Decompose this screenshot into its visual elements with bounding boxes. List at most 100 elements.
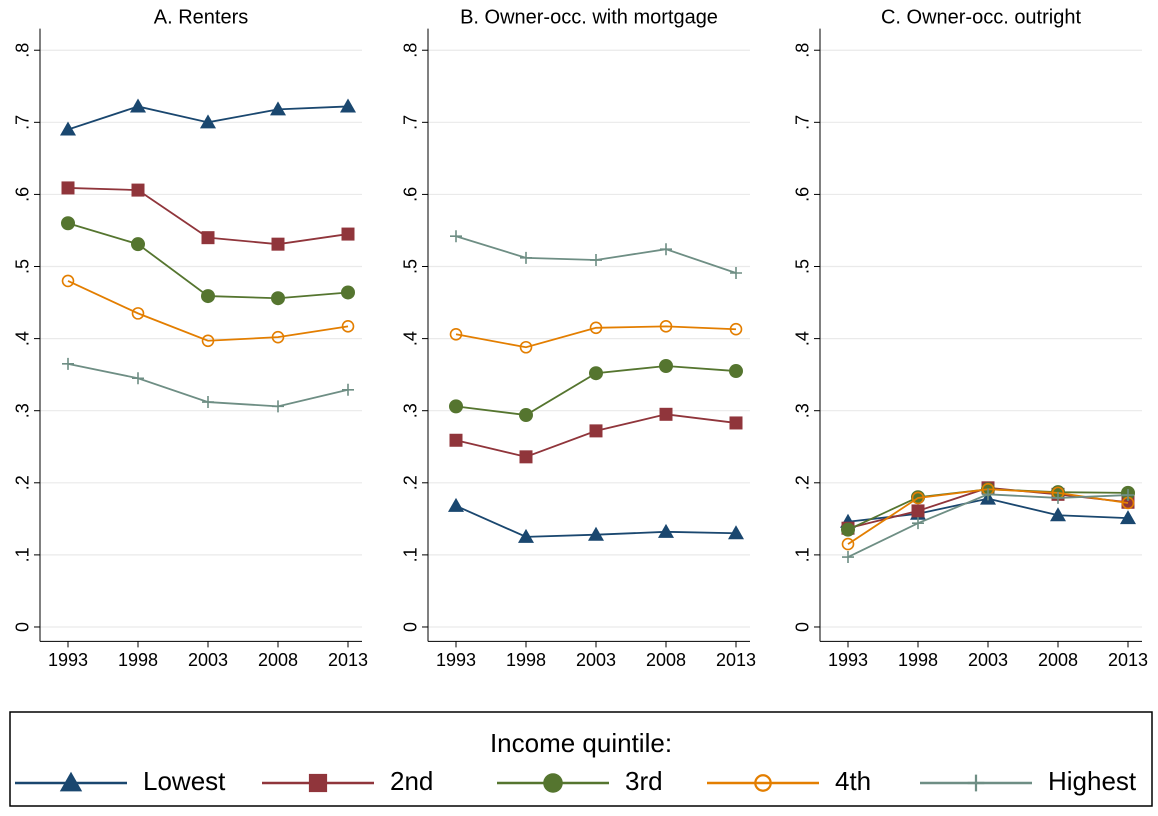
data-point: [450, 230, 462, 243]
data-point: [911, 504, 925, 518]
y-tick-label: .2: [793, 475, 813, 490]
data-point: [201, 334, 215, 348]
data-point: [659, 407, 673, 421]
y-tick-label: .8: [793, 43, 813, 58]
data-point: [589, 366, 603, 381]
data-point: [61, 181, 75, 195]
x-tick-label: 2013: [328, 650, 368, 670]
y-tick-label: 0: [13, 622, 33, 632]
y-tick-label: .5: [13, 259, 33, 274]
legend-marker: [543, 773, 563, 793]
data-point: [659, 359, 673, 374]
data-point: [589, 424, 603, 438]
legend-title: Income quintile:: [490, 728, 672, 758]
y-tick-label: .7: [401, 115, 421, 130]
data-point: [271, 237, 285, 251]
data-point: [519, 450, 533, 464]
data-point: [589, 321, 603, 335]
legend-label: 4th: [835, 766, 871, 796]
y-tick-label: .8: [13, 43, 33, 58]
series-line: [67, 280, 349, 342]
x-tick-label: 2013: [716, 650, 756, 670]
data-point: [730, 266, 742, 279]
data-point: [201, 289, 215, 304]
y-tick-label: .3: [793, 403, 813, 418]
data-point: [271, 330, 285, 344]
y-tick-label: .8: [401, 43, 421, 58]
data-point: [271, 291, 285, 306]
data-point: [341, 285, 355, 300]
data-point: [660, 243, 672, 256]
data-point: [518, 528, 534, 543]
data-point: [341, 227, 355, 241]
legend-label: 2nd: [390, 766, 433, 796]
data-point: [202, 396, 214, 409]
legend-label: 3rd: [625, 766, 663, 796]
y-tick-label: 0: [793, 622, 813, 632]
data-point: [982, 488, 994, 501]
legend-label: Lowest: [143, 766, 226, 796]
y-tick-label: .2: [13, 475, 33, 490]
legend-marker: [754, 774, 772, 792]
x-tick-label: 1993: [48, 650, 88, 670]
x-tick-label: 1998: [118, 650, 158, 670]
data-point: [342, 383, 354, 396]
x-tick-label: 2013: [1108, 650, 1148, 670]
data-point: [912, 517, 924, 530]
y-tick-label: .7: [793, 115, 813, 130]
data-point: [61, 216, 75, 231]
data-point: [519, 340, 533, 354]
y-tick-label: .4: [793, 331, 813, 346]
data-point: [272, 400, 284, 413]
y-tick-label: .3: [401, 403, 421, 418]
data-point: [590, 254, 602, 267]
data-point: [588, 526, 604, 541]
legend-marker: [967, 774, 985, 792]
x-tick-label: 2003: [968, 650, 1008, 670]
data-point: [842, 551, 854, 564]
x-tick-label: 2008: [258, 650, 298, 670]
data-point: [62, 357, 74, 370]
legend-marker: [59, 771, 83, 792]
y-tick-label: .1: [793, 547, 813, 562]
data-point: [729, 322, 743, 336]
data-point: [61, 274, 75, 288]
x-tick-label: 1993: [828, 650, 868, 670]
panel-title: C. Owner-occ. outright: [881, 6, 1082, 28]
y-tick-label: .7: [13, 115, 33, 130]
y-tick-label: .1: [401, 547, 421, 562]
data-point: [449, 399, 463, 414]
legend-label: Highest: [1048, 766, 1137, 796]
y-tick-label: 0: [401, 622, 421, 632]
data-point: [658, 523, 674, 538]
y-tick-label: .5: [401, 259, 421, 274]
data-point: [728, 525, 744, 540]
data-point: [130, 98, 146, 113]
y-tick-label: .3: [13, 403, 33, 418]
x-tick-label: 2008: [1038, 650, 1078, 670]
data-point: [1052, 491, 1064, 504]
data-point: [200, 114, 216, 129]
data-point: [201, 231, 215, 245]
data-point: [340, 98, 356, 113]
series-line: [455, 325, 737, 349]
data-point: [841, 522, 855, 537]
y-tick-label: .1: [13, 547, 33, 562]
data-point: [729, 364, 743, 379]
data-point: [1050, 507, 1066, 522]
data-point: [60, 121, 76, 136]
data-point: [449, 433, 463, 447]
y-tick-label: .4: [401, 331, 421, 346]
x-tick-label: 2003: [576, 650, 616, 670]
data-point: [270, 101, 286, 116]
data-point: [1120, 510, 1136, 525]
x-tick-label: 2008: [646, 650, 686, 670]
panel-title: B. Owner-occ. with mortgage: [460, 6, 718, 28]
data-point: [519, 408, 533, 423]
x-tick-label: 1993: [436, 650, 476, 670]
data-point: [448, 497, 464, 512]
legend-marker: [308, 773, 328, 793]
y-tick-label: .5: [793, 259, 813, 274]
legend-box: [9, 711, 1153, 807]
